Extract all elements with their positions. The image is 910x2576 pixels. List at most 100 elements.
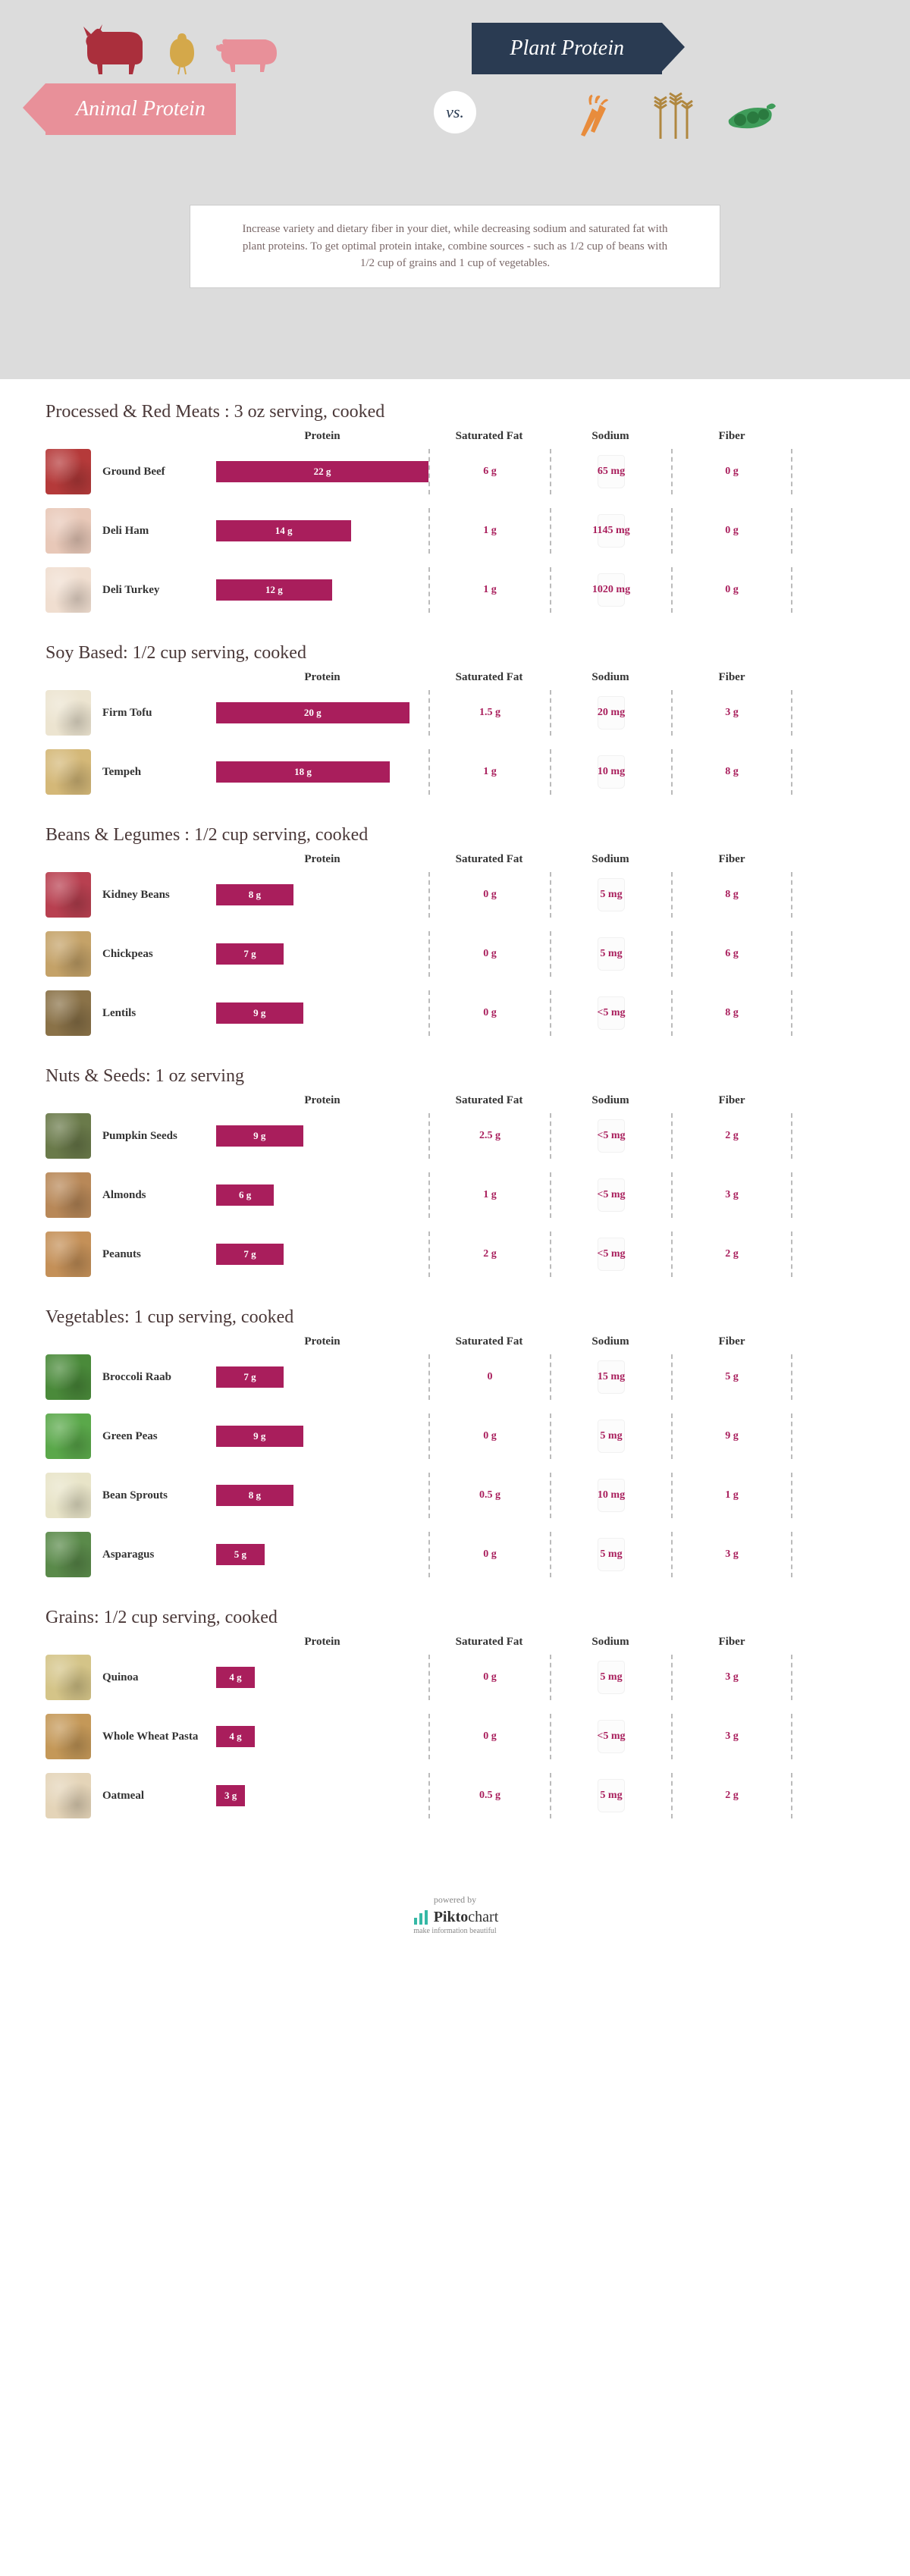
- food-image: [46, 567, 91, 613]
- food-image: [46, 508, 91, 554]
- protein-bar: 22 g: [216, 461, 428, 482]
- fiber-value: 8 g: [671, 990, 792, 1036]
- header-satfat: Saturated Fat: [428, 1636, 550, 1649]
- category-title: Soy Based: 1/2 cup serving, cooked: [46, 643, 864, 664]
- peas-icon: [721, 89, 782, 143]
- fiber-value: 2 g: [671, 1113, 792, 1159]
- intro-text: Increase variety and dietary fiber in yo…: [190, 205, 720, 288]
- wheat-icon: [645, 86, 698, 146]
- sodium-value: <5 mg: [550, 1113, 671, 1159]
- fiber-value: 0 g: [671, 567, 792, 613]
- fiber-value: 2 g: [671, 1773, 792, 1818]
- sodium-value: 1145 mg: [550, 508, 671, 554]
- header-sodium: Sodium: [550, 1335, 671, 1348]
- header-sodium: Sodium: [550, 1636, 671, 1649]
- protein-bar: 12 g: [216, 579, 332, 601]
- food-row: Bean Sprouts 8 g 0.5 g 10 mg 1 g: [46, 1473, 864, 1518]
- food-row: Ground Beef 22 g 6 g 65 mg 0 g: [46, 449, 864, 494]
- header-section: Animal Protein vs. Plant Protein Increas…: [0, 0, 910, 379]
- protein-bar: 7 g: [216, 943, 284, 965]
- satfat-value: 1 g: [428, 567, 550, 613]
- category-section: Soy Based: 1/2 cup serving, cooked Prote…: [46, 643, 864, 795]
- satfat-value: 1 g: [428, 508, 550, 554]
- protein-bar: 9 g: [216, 1002, 303, 1024]
- animal-protein-ribbon: Animal Protein: [46, 83, 236, 135]
- category-section: Nuts & Seeds: 1 oz serving Protein Satur…: [46, 1066, 864, 1277]
- food-row: Asparagus 5 g 0 g 5 mg 3 g: [46, 1532, 864, 1577]
- food-name: Oatmeal: [102, 1790, 216, 1803]
- protein-bar-wrap: 18 g: [216, 761, 428, 783]
- food-name: Deli Ham: [102, 525, 216, 538]
- food-image: [46, 449, 91, 494]
- fiber-value: 3 g: [671, 1532, 792, 1577]
- satfat-value: 1 g: [428, 1172, 550, 1218]
- fiber-value: 0 g: [671, 449, 792, 494]
- food-row: Pumpkin Seeds 9 g 2.5 g <5 mg 2 g: [46, 1113, 864, 1159]
- food-image: [46, 1172, 91, 1218]
- header-sodium: Sodium: [550, 671, 671, 684]
- fiber-value: 6 g: [671, 931, 792, 977]
- food-image: [46, 1473, 91, 1518]
- protein-bar: 7 g: [216, 1244, 284, 1265]
- food-image: [46, 1414, 91, 1459]
- column-headers: Protein Saturated Fat Sodium Fiber: [46, 430, 864, 443]
- cow-icon: [76, 23, 152, 76]
- food-row: Broccoli Raab 7 g 0 15 mg 5 g: [46, 1354, 864, 1400]
- vs-badge: vs.: [434, 91, 476, 133]
- protein-bar-wrap: 20 g: [216, 702, 428, 723]
- fiber-value: 3 g: [671, 1655, 792, 1700]
- brand-bold: Pikto: [434, 1909, 469, 1925]
- column-headers: Protein Saturated Fat Sodium Fiber: [46, 1335, 864, 1348]
- food-name: Lentils: [102, 1007, 216, 1020]
- header-fiber: Fiber: [671, 853, 792, 866]
- food-image: [46, 1714, 91, 1759]
- protein-bar-wrap: 7 g: [216, 943, 428, 965]
- protein-bar: 9 g: [216, 1125, 303, 1147]
- food-row: Lentils 9 g 0 g <5 mg 8 g: [46, 990, 864, 1036]
- food-row: Quinoa 4 g 0 g 5 mg 3 g: [46, 1655, 864, 1700]
- food-name: Deli Turkey: [102, 584, 216, 597]
- food-row: Chickpeas 7 g 0 g 5 mg 6 g: [46, 931, 864, 977]
- protein-bar-wrap: 14 g: [216, 520, 428, 541]
- fiber-value: 5 g: [671, 1354, 792, 1400]
- header-satfat: Saturated Fat: [428, 853, 550, 866]
- content-area: Processed & Red Meats : 3 oz serving, co…: [0, 379, 910, 1872]
- food-name: Almonds: [102, 1189, 216, 1202]
- satfat-value: 0 g: [428, 1414, 550, 1459]
- sodium-value: 5 mg: [550, 931, 671, 977]
- protein-bar-wrap: 7 g: [216, 1366, 428, 1388]
- food-name: Firm Tofu: [102, 707, 216, 720]
- fiber-value: 3 g: [671, 1714, 792, 1759]
- sodium-value: <5 mg: [550, 990, 671, 1036]
- category-title: Beans & Legumes : 1/2 cup serving, cooke…: [46, 825, 864, 846]
- column-headers: Protein Saturated Fat Sodium Fiber: [46, 671, 864, 684]
- piktochart-icon: [412, 1909, 430, 1927]
- category-title: Processed & Red Meats : 3 oz serving, co…: [46, 402, 864, 422]
- satfat-value: 0: [428, 1354, 550, 1400]
- header-satfat: Saturated Fat: [428, 430, 550, 443]
- header-fiber: Fiber: [671, 430, 792, 443]
- plant-side: Plant Protein: [472, 23, 880, 146]
- title-row: Animal Protein vs. Plant Protein: [30, 23, 880, 174]
- protein-bar: 8 g: [216, 884, 293, 905]
- plant-icons: [472, 86, 880, 146]
- food-name: Whole Wheat Pasta: [102, 1730, 216, 1743]
- satfat-value: 0 g: [428, 990, 550, 1036]
- protein-bar-wrap: 4 g: [216, 1726, 428, 1747]
- satfat-value: 0 g: [428, 1655, 550, 1700]
- header-fiber: Fiber: [671, 1335, 792, 1348]
- food-image: [46, 1232, 91, 1277]
- food-row: Tempeh 18 g 1 g 10 mg 8 g: [46, 749, 864, 795]
- protein-bar-wrap: 6 g: [216, 1184, 428, 1206]
- fiber-value: 3 g: [671, 1172, 792, 1218]
- food-name: Tempeh: [102, 766, 216, 779]
- protein-bar: 18 g: [216, 761, 390, 783]
- protein-bar-wrap: 9 g: [216, 1426, 428, 1447]
- header-protein: Protein: [216, 1335, 428, 1348]
- sodium-value: 5 mg: [550, 1773, 671, 1818]
- animal-side: Animal Protein: [30, 23, 438, 135]
- category-title: Nuts & Seeds: 1 oz serving: [46, 1066, 864, 1087]
- protein-bar-wrap: 9 g: [216, 1002, 428, 1024]
- pig-icon: [212, 30, 281, 76]
- footer-tagline: make information beautiful: [23, 1927, 887, 1935]
